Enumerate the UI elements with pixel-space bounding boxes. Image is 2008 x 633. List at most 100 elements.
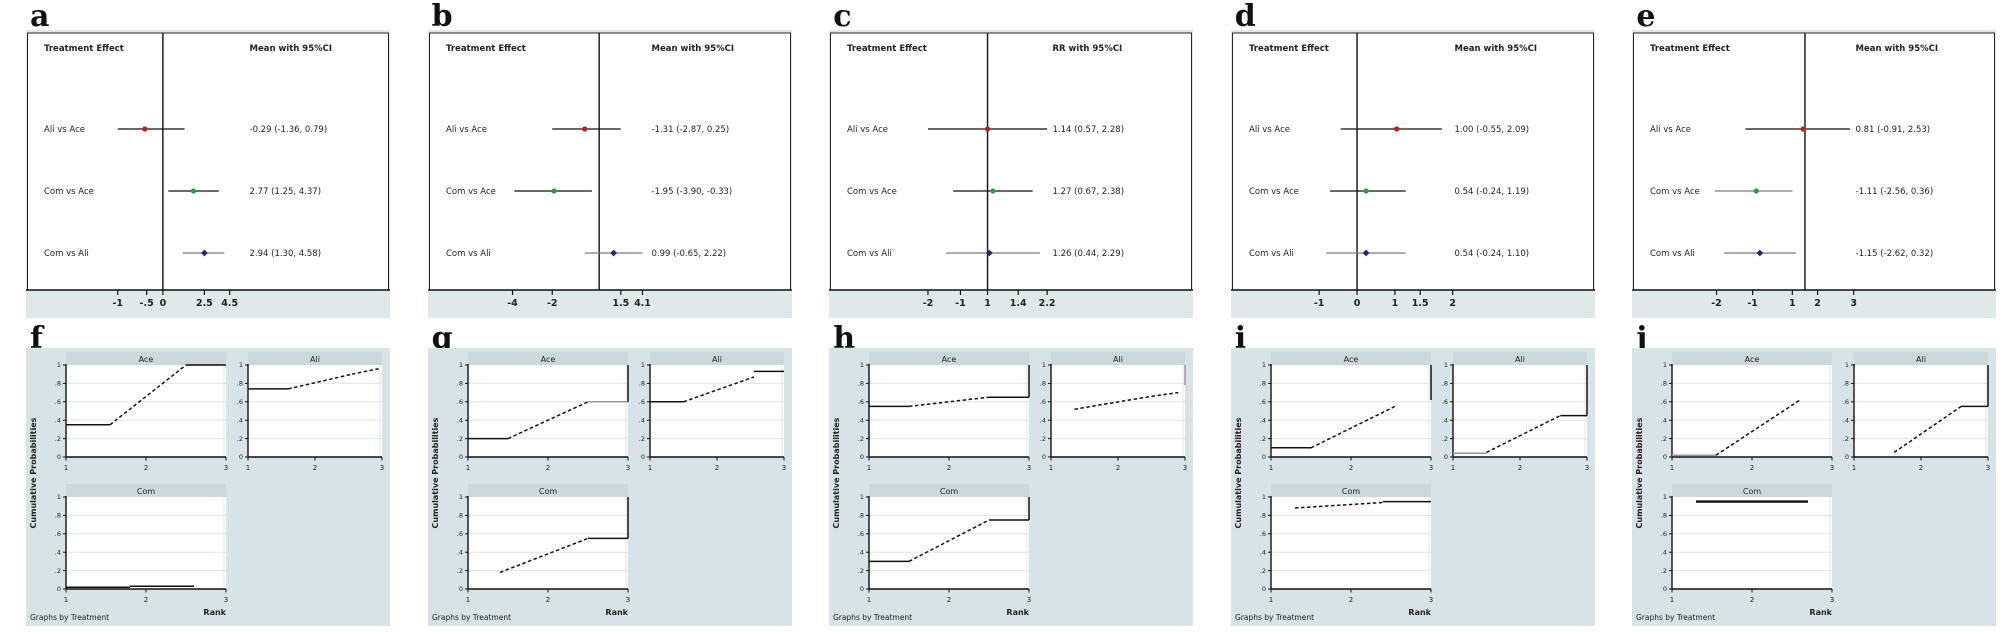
y-axis-tick-label: .4	[1661, 416, 1667, 424]
y-axis-tick-label: 0	[1663, 453, 1667, 461]
y-axis-tick-label: 1	[1663, 361, 1667, 369]
y-axis-tick-label: .8	[1260, 380, 1266, 388]
x-axis-tick-label: 1	[867, 464, 871, 472]
x-axis-tick-label: 1	[64, 596, 68, 604]
y-axis-tick-label: 0	[860, 585, 864, 593]
panel-letter-e: e	[1636, 0, 1656, 34]
y-axis-tick-label: .8	[1260, 512, 1266, 520]
y-axis-tick-label: .6	[1843, 398, 1849, 406]
comparison-label: Com vs Ace	[1650, 187, 1700, 197]
y-axis-tick-label: .8	[55, 512, 61, 520]
comparison-label: Com vs Ali	[44, 249, 89, 259]
subplot-titlebar	[1270, 352, 1431, 365]
graphs-by-caption: Graphs by Treatment	[1636, 613, 1715, 622]
y-axis-tick-label: 0	[1845, 453, 1849, 461]
subplot-area	[248, 365, 382, 457]
panel-letter-b: b	[431, 0, 453, 34]
x-axis-tick-label: 1	[465, 464, 469, 472]
x-axis-tick-label: 2	[545, 464, 549, 472]
y-axis-tick-label: .2	[55, 435, 61, 443]
comparison-label: Com vs Ace	[847, 187, 897, 197]
subplot-titlebar	[1270, 484, 1431, 497]
comparison-label: Com vs Ali	[847, 249, 892, 259]
x-axis-tick-label: 1	[246, 464, 250, 472]
x-axis-tick-label: 2	[1349, 464, 1353, 472]
x-axis-tick-label: 3	[224, 464, 228, 472]
x-axis-group-label: Rank	[1810, 608, 1833, 617]
y-axis-tick-label: .6	[456, 398, 462, 406]
y-axis-tick-label: .2	[638, 435, 644, 443]
curve-segment	[1294, 501, 1383, 509]
y-axis-tick-label: .6	[1661, 530, 1667, 538]
subplot-titlebar	[467, 352, 628, 365]
x-axis-tick-label: -2	[923, 298, 934, 309]
y-axis-tick-label: 1	[1262, 361, 1266, 369]
y-axis-tick-label: .6	[858, 398, 864, 406]
comparison-label: Com vs Ace	[1249, 187, 1299, 197]
x-axis-tick-label: 1.4	[1010, 298, 1027, 309]
rank-plot-svg-g: Cumulative Probabilities Ace 0 .2 .4 .6 .8 1 1 2 3…	[431, 352, 786, 622]
effect-value: 1.00 (-0.55, 2.09)	[1454, 125, 1529, 135]
y-axis-tick-label: .8	[1442, 380, 1448, 388]
rank-panel-j: Cumulative Probabilities Ace 0 .2 .4 .6 .8 1 1 2 3…	[1632, 348, 1997, 626]
effect-value: -1.95 (-3.90, -0.33)	[651, 187, 732, 197]
y-axis-tick-label: 0	[458, 453, 462, 461]
effect-marker-circle	[581, 126, 587, 132]
curve-segment	[909, 396, 990, 408]
subplot-title: Ali	[1916, 355, 1926, 364]
y-axis-tick-label: .8	[1843, 380, 1849, 388]
column-header-right: Mean with 95%CI	[250, 44, 333, 54]
y-axis-tick-label: 0	[1042, 453, 1046, 461]
subplot-titlebar	[869, 484, 1030, 497]
y-axis-tick-label: 1	[1444, 361, 1448, 369]
y-axis-tick-label: 1	[1845, 361, 1849, 369]
x-axis-tick-label: 4.5	[221, 298, 238, 309]
y-axis-tick-label: .2	[55, 567, 61, 575]
y-axis-tick-label: .6	[858, 530, 864, 538]
y-axis-label: Cumulative Probabilities	[1635, 417, 1644, 528]
x-axis-tick-label: 3	[1830, 596, 1834, 604]
x-axis-tick-label: 3	[380, 464, 384, 472]
y-axis-tick-label: 1	[1262, 493, 1266, 501]
rank-plot-svg-h: Cumulative Probabilities Ace 0 .2 .4 .6 .8 1 1 2 3…	[832, 352, 1187, 622]
forest-plots-row: a Treatment Effect Mean with 95%CI Ali vs A…	[26, 0, 1997, 318]
graphs-by-caption: Graphs by Treatment	[30, 613, 109, 622]
y-axis-tick-label: .8	[237, 380, 243, 388]
comparison-label: Com vs Ace	[446, 187, 496, 197]
y-axis-tick-label: 1	[239, 361, 243, 369]
forest-panel-e: Treatment Effect Mean with 95%CI Ali vs Ac…	[1632, 30, 1997, 318]
y-axis-tick-label: .4	[1040, 416, 1046, 424]
y-axis-tick-label: .6	[1260, 398, 1266, 406]
curve-segment	[499, 537, 588, 574]
subplot-area	[649, 365, 784, 457]
y-axis-tick-label: .6	[1260, 530, 1266, 538]
panel-letter-j: j	[1636, 321, 1648, 356]
y-axis-tick-label: .6	[55, 398, 61, 406]
comparison-label: Com vs Ali	[1249, 249, 1294, 259]
comparison-label: Ali vs Ace	[1650, 125, 1691, 135]
effect-value: 1.27 (0.67, 2.38)	[1053, 187, 1125, 197]
x-axis-tick-label: 3	[1429, 464, 1433, 472]
x-axis-tick-label: 3	[1429, 596, 1433, 604]
x-axis-tick-label: -1	[112, 298, 123, 309]
y-axis-tick-label: 1	[57, 493, 61, 501]
y-axis-tick-label: .8	[456, 512, 462, 520]
effect-value: 1.26 (0.44, 2.29)	[1053, 249, 1125, 259]
y-axis-tick-label: .8	[858, 512, 864, 520]
subplot-area	[1452, 365, 1587, 457]
x-axis-tick-label: 3	[625, 464, 629, 472]
panel-letter-d: d	[1234, 0, 1256, 34]
x-axis-tick-label: -1	[1748, 298, 1759, 309]
y-axis-tick-label: 0	[57, 585, 61, 593]
x-axis-tick-label: 2	[947, 596, 951, 604]
subplot-area	[1270, 365, 1431, 457]
x-axis-tick-label: 3	[625, 596, 629, 604]
y-axis-tick-label: .4	[456, 416, 462, 424]
x-axis-tick-label: 2	[1919, 464, 1923, 472]
y-axis-tick-label: .6	[55, 530, 61, 538]
graphs-by-caption: Graphs by Treatment	[432, 613, 511, 622]
forest-plot-svg-b: Treatment Effect Mean with 95%CI Ali vs Ac…	[427, 32, 792, 309]
y-axis-tick-label: 0	[57, 453, 61, 461]
x-axis-tick-label: -2	[1712, 298, 1723, 309]
panel-letter-i: i	[1234, 321, 1247, 356]
